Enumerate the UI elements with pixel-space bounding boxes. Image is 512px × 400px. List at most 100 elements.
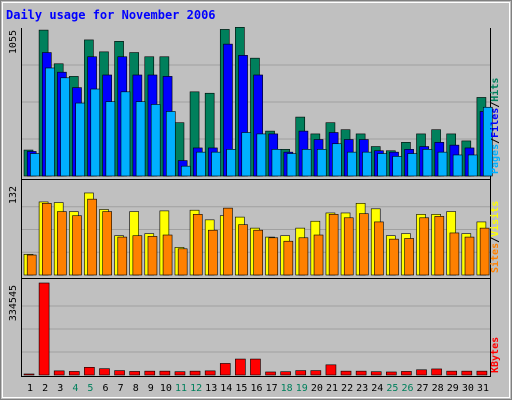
- chart-panel-2: 132 Sites/Visits: [8, 186, 501, 276]
- x-tick-label: 30: [462, 383, 474, 394]
- y-max-label: 1055: [8, 30, 19, 54]
- bar-sites-14: [223, 207, 233, 276]
- bar-pages-6: [105, 101, 116, 177]
- x-tick-label: 10: [160, 383, 172, 394]
- legend-kbytes: KBytes: [490, 337, 501, 373]
- bar-kbytes-13: [204, 370, 216, 376]
- bar-pages-12: [196, 151, 206, 177]
- bar-sites-26: [404, 238, 414, 276]
- x-tick-label: 23: [356, 383, 368, 394]
- x-tick-label: 21: [326, 383, 338, 394]
- bar-pages-16: [256, 133, 267, 177]
- bar-sites-7: [117, 236, 128, 276]
- bar-kbytes-25: [386, 371, 397, 376]
- bar-kbytes-15: [235, 358, 246, 376]
- x-tick-label: 7: [118, 383, 124, 394]
- bar-kbytes-20: [310, 370, 322, 376]
- bar-kbytes-1: [23, 373, 35, 376]
- bar-sites-21: [328, 214, 339, 276]
- bar-pages-13: [211, 151, 221, 177]
- bar-sites-6: [102, 211, 112, 276]
- x-tick-label: 25: [386, 383, 398, 394]
- x-tick-label: 5: [87, 383, 93, 394]
- bar-pages-11: [181, 165, 191, 177]
- bar-sites-15: [238, 224, 248, 276]
- bar-pages-27: [422, 149, 433, 177]
- bar-sites-8: [132, 235, 143, 276]
- bar-pages-22: [347, 151, 357, 177]
- series-legend: Sites/Visits: [489, 201, 501, 273]
- bar-sites-12: [192, 214, 203, 276]
- bar-kbytes-30: [461, 370, 473, 376]
- x-tick-label: 16: [250, 383, 262, 394]
- x-tick-label: 4: [72, 383, 78, 394]
- bar-sites-23: [359, 213, 369, 276]
- x-tick-label: 6: [103, 383, 109, 394]
- bar-pages-25: [392, 156, 403, 177]
- series-pages: [30, 67, 493, 177]
- bar-sites-30: [464, 236, 475, 276]
- bar-pages-9: [150, 104, 161, 177]
- x-tick-label: 24: [371, 383, 383, 394]
- bar-pages-21: [332, 143, 342, 177]
- bar-kbytes-24: [370, 371, 382, 376]
- y-max-label: 334545: [8, 285, 19, 321]
- y-max-label: 132: [8, 186, 19, 204]
- bar-sites-13: [208, 229, 218, 276]
- x-tick-label: 31: [477, 383, 489, 394]
- bar-sites-9: [147, 236, 158, 276]
- bar-kbytes-5: [84, 366, 95, 376]
- x-tick-label: 28: [432, 383, 444, 394]
- bar-sites-1: [26, 254, 37, 276]
- legend-files: Files: [489, 108, 501, 138]
- x-tick-label: 14: [220, 383, 232, 394]
- bar-kbytes-27: [416, 369, 427, 376]
- x-tick-label: 18: [281, 383, 293, 394]
- x-tick-label: 13: [205, 383, 217, 394]
- bar-pages-18: [286, 153, 297, 177]
- x-tick-label: 29: [447, 383, 459, 394]
- bar-pages-30: [467, 154, 478, 177]
- bar-kbytes-31: [476, 370, 488, 376]
- bar-kbytes-16: [250, 358, 261, 376]
- bar-sites-31: [479, 227, 490, 276]
- bar-kbytes-19: [295, 370, 307, 376]
- bar-sites-27: [419, 217, 430, 276]
- bar-pages-24: [377, 153, 387, 177]
- legend-separator: /: [490, 102, 501, 108]
- x-tick-label: 11: [175, 383, 187, 394]
- bar-kbytes-3: [53, 370, 65, 376]
- bar-sites-25: [389, 238, 399, 276]
- chart-title: Daily usage for November 2006: [6, 8, 216, 22]
- bar-pages-23: [362, 151, 372, 177]
- legend-pages: Pages: [490, 144, 501, 174]
- bar-sites-4: [72, 215, 82, 276]
- series-legend: Pages/Files/Hits: [489, 78, 501, 174]
- series-legend: KBytes: [490, 337, 501, 373]
- chart-panel-3: 334545 KBytes: [8, 282, 501, 376]
- legend-visits: Visits: [489, 201, 501, 237]
- bar-pages-8: [135, 101, 146, 177]
- bar-sites-29: [449, 232, 460, 276]
- legend-separator: /: [490, 138, 501, 144]
- x-tick-label: 22: [341, 383, 353, 394]
- x-tick-label: 3: [57, 383, 63, 394]
- bar-kbytes-29: [446, 370, 458, 376]
- legend-sites: Sites: [489, 243, 501, 273]
- bar-sites-2: [41, 203, 52, 276]
- bar-pages-29: [452, 154, 463, 177]
- bar-pages-17: [271, 149, 282, 177]
- bar-sites-28: [434, 216, 445, 276]
- bar-sites-24: [374, 221, 384, 276]
- bar-kbytes-18: [280, 371, 291, 376]
- bar-pages-7: [120, 91, 131, 177]
- bar-kbytes-28: [431, 368, 442, 376]
- bar-kbytes-4: [68, 371, 80, 376]
- bar-kbytes-6: [99, 368, 110, 376]
- bar-pages-10: [165, 111, 176, 177]
- bar-kbytes-23: [355, 370, 367, 376]
- x-tick-label: 19: [296, 383, 308, 394]
- bar-kbytes-17: [265, 371, 276, 376]
